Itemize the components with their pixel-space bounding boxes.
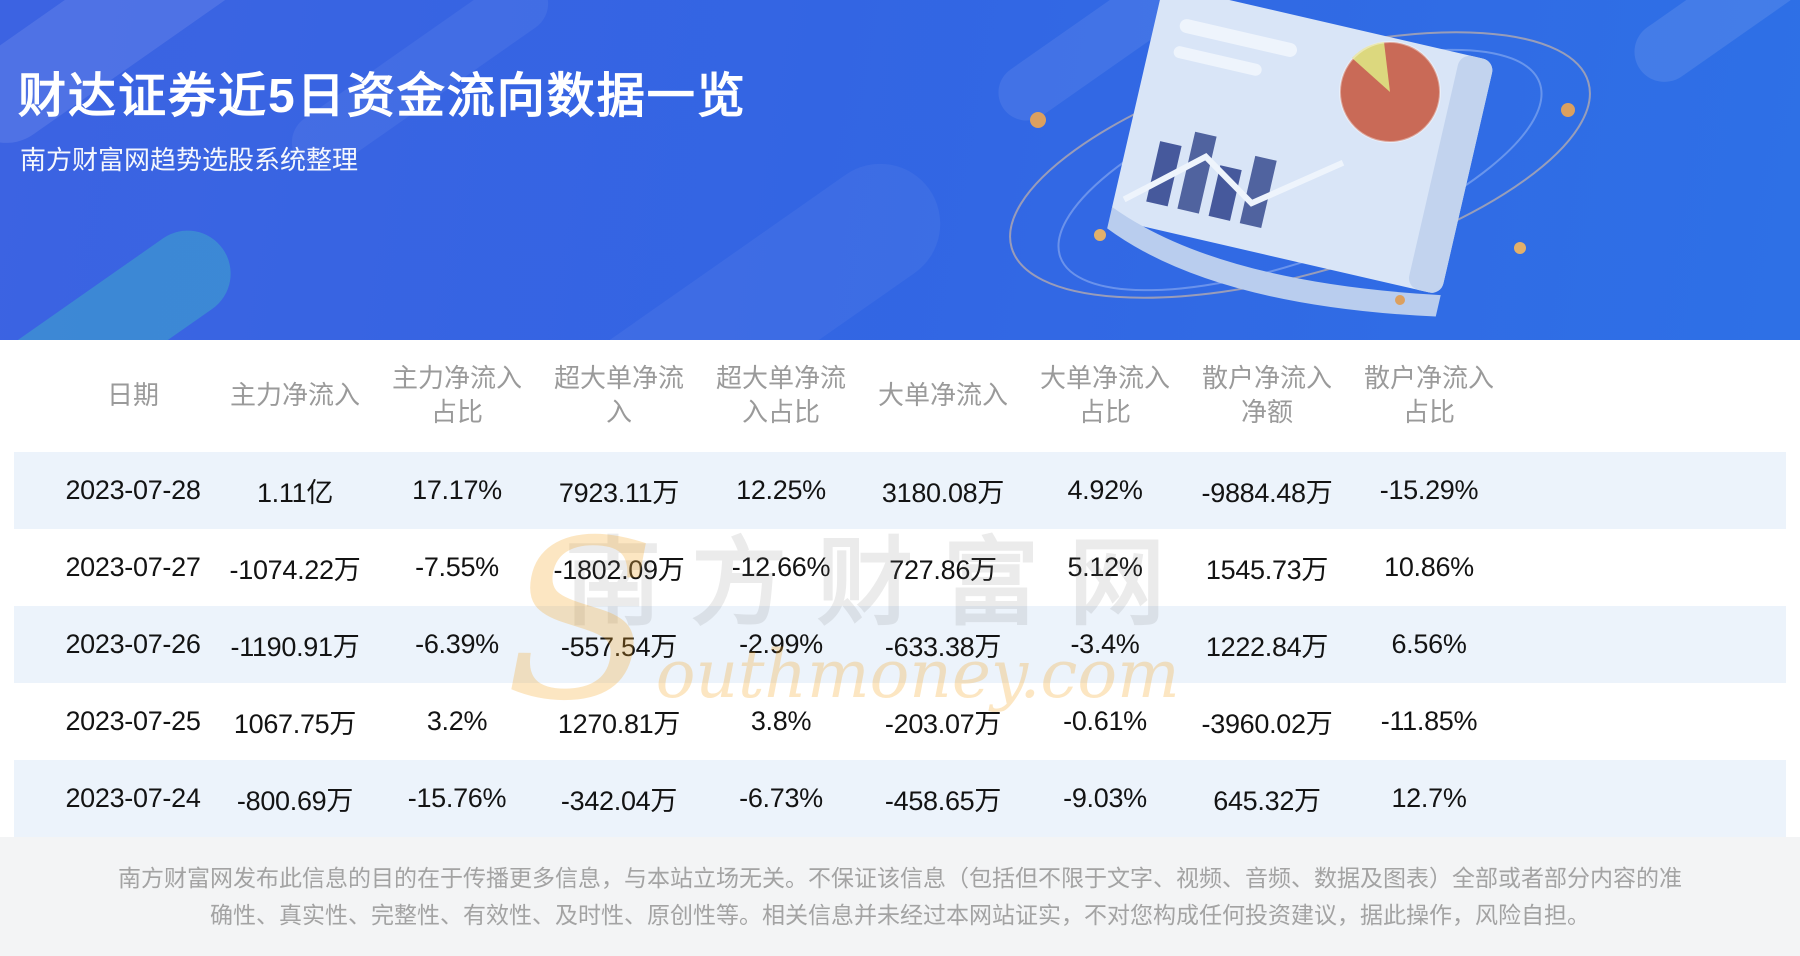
cell-xl-order-net-inflow-ratio: 12.25% [736,475,826,505]
fund-flow-table: 南方财富网 Southmoney.com 日期 主力净流入 主力净流入 占比 超大… [0,340,1800,837]
report-illustration [1009,0,1591,317]
cell-large-order-net-inflow: 727.86万 [889,555,997,585]
page-title: 财达证券近5日资金流向数据一览 [18,70,747,123]
cell-date: 2023-07-26 [65,629,201,659]
orbit-dots [1030,103,1575,305]
cell-retail-net-inflow-ratio: -15.29% [1379,475,1479,505]
cell-large-order-net-inflow-ratio: -9.03% [1063,783,1147,813]
cell-xl-order-net-inflow: 1270.81万 [557,709,681,739]
cell-large-order-net-inflow-ratio: -3.4% [1070,629,1140,659]
cell-retail-net-inflow-ratio: 12.7% [1391,783,1467,813]
column-header-main-net-inflow: 主力净流入 [229,380,360,411]
cell-large-order-net-inflow-ratio: 5.12% [1067,552,1143,582]
cell-large-order-net-inflow-ratio: -0.61% [1063,706,1147,736]
table-header-row: 日期 主力净流入 主力净流入 占比 超大单净流入 超大单净流 入占比 大单净流入 大… [14,340,1786,452]
banner-streak-teal [0,213,248,340]
cell-xl-order-net-inflow: -557.54万 [560,632,678,662]
column-header-date: 日期 [106,380,159,411]
cell-main-net-inflow-ratio: 3.2% [426,706,488,736]
column-header-xl-order-net-inflow: 超大单净流入 [553,363,684,427]
cell-retail-net-inflow-ratio: -11.85% [1380,706,1478,736]
cell-date: 2023-07-24 [65,783,201,813]
cell-retail-net-inflow-ratio: 10.86% [1384,552,1474,582]
column-header-large-order-net-inflow-ratio: 大单净流入 占比 [1039,363,1170,427]
cell-xl-order-net-inflow: 7923.11万 [558,478,680,508]
cell-xl-order-net-inflow: -1802.09万 [553,555,685,585]
cell-retail-net-inflow: -9884.48万 [1201,478,1333,508]
report-paper [1107,0,1493,317]
cell-xl-order-net-inflow-ratio: 3.8% [750,706,812,736]
cell-retail-net-inflow: 1545.73万 [1205,555,1329,585]
cell-retail-net-inflow-ratio: 6.56% [1391,629,1467,659]
cell-main-net-inflow-ratio: -15.76% [407,783,507,813]
banner-streak [1622,0,1800,94]
disclaimer-text: 南方财富网发布此信息的目的在于传播更多信息，与本站立场无关。不保证该信息（包括但… [118,864,1682,928]
cell-xl-order-net-inflow-ratio: -6.73% [739,783,823,813]
cell-main-net-inflow: 1.11亿 [256,478,334,508]
column-header-retail-net-inflow-ratio: 散户净流入 占比 [1363,363,1494,427]
column-header-xl-order-net-inflow-ratio: 超大单净流 入占比 [715,363,846,427]
table-row: 2023-07-26 -1190.91万 -6.39% -557.54万 -2.… [14,606,1786,683]
cell-xl-order-net-inflow-ratio: -2.99% [739,629,823,659]
table-row: 2023-07-27 -1074.22万 -7.55% -1802.09万 -1… [14,529,1786,606]
column-header-retail-net-inflow: 散户净流入 净额 [1201,363,1332,427]
cell-main-net-inflow: -1190.91万 [230,632,360,662]
column-header-main-net-inflow-ratio: 主力净流入 占比 [391,363,522,427]
cell-date: 2023-07-28 [65,475,201,505]
cell-large-order-net-inflow: -458.65万 [884,786,1002,816]
cell-main-net-inflow: 1067.75万 [233,709,357,739]
cell-main-net-inflow: -1074.22万 [229,555,361,585]
cell-large-order-net-inflow-ratio: 4.92% [1067,475,1143,505]
cell-main-net-inflow-ratio: -7.55% [415,552,499,582]
cell-retail-net-inflow: 1222.84万 [1205,632,1329,662]
cell-large-order-net-inflow: 3180.08万 [881,478,1005,508]
cell-retail-net-inflow: -3960.02万 [1201,709,1333,739]
cell-retail-net-inflow: 645.32万 [1213,786,1321,816]
banner: 财达证券近5日资金流向数据一览 南方财富网趋势选股系统整理 [0,0,1800,340]
cell-xl-order-net-inflow: -342.04万 [560,786,678,816]
table-row: 2023-07-28 1.11亿 17.17% 7923.11万 12.25% … [14,452,1786,529]
table-row: 2023-07-25 1067.75万 3.2% 1270.81万 3.8% -… [14,683,1786,760]
cell-main-net-inflow-ratio: -6.39% [415,629,499,659]
cell-main-net-inflow: -800.69万 [236,786,354,816]
cell-large-order-net-inflow: -633.38万 [884,632,1002,662]
cell-date: 2023-07-27 [65,552,201,582]
cell-large-order-net-inflow: -203.07万 [884,709,1002,739]
pie-chart-icon [1339,41,1441,143]
cell-date: 2023-07-25 [65,706,201,736]
disclaimer: 南方财富网发布此信息的目的在于传播更多信息，与本站立场无关。不保证该信息（包括但… [0,837,1800,956]
cell-xl-order-net-inflow-ratio: -12.66% [731,552,831,582]
cell-main-net-inflow-ratio: 17.17% [412,475,502,505]
banner-streak [436,140,964,340]
column-header-large-order-net-inflow: 大单净流入 [877,380,1008,411]
table-row: 2023-07-24 -800.69万 -15.76% -342.04万 -6.… [14,760,1786,837]
page-subtitle: 南方财富网趋势选股系统整理 [20,145,359,175]
